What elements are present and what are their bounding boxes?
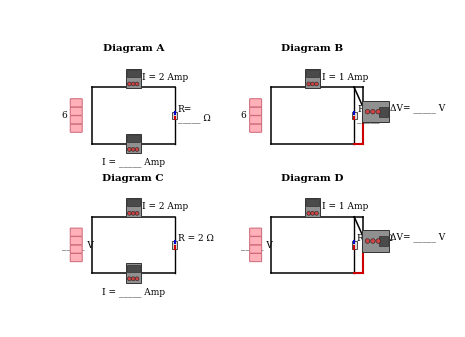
FancyBboxPatch shape [250, 124, 262, 132]
Circle shape [365, 109, 370, 114]
Circle shape [135, 82, 139, 86]
Circle shape [314, 211, 319, 215]
Circle shape [131, 277, 135, 281]
FancyBboxPatch shape [70, 99, 82, 107]
Circle shape [135, 277, 139, 281]
Circle shape [127, 148, 131, 151]
Text: ΔV= _____ V: ΔV= _____ V [390, 103, 445, 113]
Circle shape [307, 211, 311, 215]
Text: 6 V: 6 V [241, 111, 256, 120]
Text: Diagram B: Diagram B [281, 43, 344, 53]
FancyBboxPatch shape [250, 99, 262, 107]
Bar [379, 236, 388, 246]
Circle shape [307, 82, 311, 86]
Bar [126, 70, 140, 77]
Text: _____ V: _____ V [241, 240, 273, 250]
Circle shape [131, 211, 135, 215]
FancyBboxPatch shape [250, 237, 262, 245]
Text: ΔV= _____ V: ΔV= _____ V [390, 232, 445, 242]
Bar [126, 198, 141, 217]
Circle shape [314, 82, 319, 86]
FancyBboxPatch shape [250, 107, 262, 115]
Text: _____ V: _____ V [61, 240, 93, 250]
FancyBboxPatch shape [250, 116, 262, 124]
Bar [306, 70, 319, 77]
Circle shape [311, 211, 314, 215]
Bar [126, 134, 141, 153]
Bar [126, 135, 140, 143]
FancyBboxPatch shape [250, 228, 262, 236]
FancyBboxPatch shape [70, 253, 82, 262]
Circle shape [127, 277, 131, 281]
Bar [126, 265, 140, 272]
FancyBboxPatch shape [70, 124, 82, 132]
Text: Diagram D: Diagram D [281, 174, 344, 183]
Circle shape [131, 148, 135, 151]
Bar [305, 68, 320, 88]
Bar [379, 107, 388, 117]
Circle shape [135, 148, 139, 151]
Text: Diagram A: Diagram A [102, 43, 164, 53]
Bar [306, 199, 319, 206]
Circle shape [376, 109, 380, 114]
Text: R=: R= [357, 105, 372, 114]
Text: Diagram C: Diagram C [102, 174, 164, 183]
Circle shape [311, 82, 314, 86]
Bar [173, 241, 177, 249]
Bar [305, 198, 320, 217]
Bar [126, 68, 141, 88]
Circle shape [127, 82, 131, 86]
FancyBboxPatch shape [70, 107, 82, 115]
Circle shape [371, 109, 375, 114]
Text: I = 2 Amp: I = 2 Amp [142, 73, 189, 82]
Bar [362, 101, 389, 122]
Text: I = 2 Amp: I = 2 Amp [142, 202, 189, 211]
Circle shape [371, 239, 375, 243]
Bar [126, 263, 141, 283]
Text: I = 1 Amp: I = 1 Amp [322, 202, 368, 211]
Text: I = 1 Amp: I = 1 Amp [322, 73, 368, 82]
Bar [352, 241, 357, 249]
FancyBboxPatch shape [70, 228, 82, 236]
Text: R = 2 Ω: R = 2 Ω [357, 234, 393, 243]
Bar [352, 112, 357, 119]
Circle shape [365, 239, 370, 243]
Text: _____ Ω: _____ Ω [178, 114, 211, 123]
Text: _____ Ω: _____ Ω [357, 114, 390, 123]
Text: R = 2 Ω: R = 2 Ω [178, 234, 214, 243]
Bar [126, 199, 140, 206]
FancyBboxPatch shape [70, 116, 82, 124]
FancyBboxPatch shape [250, 245, 262, 253]
FancyBboxPatch shape [70, 237, 82, 245]
Text: 6 V: 6 V [61, 111, 77, 120]
FancyBboxPatch shape [70, 245, 82, 253]
Circle shape [127, 211, 131, 215]
Text: I = _____ Amp: I = _____ Amp [102, 158, 165, 167]
Circle shape [376, 239, 380, 243]
Text: I = _____ Amp: I = _____ Amp [102, 287, 165, 297]
Bar [173, 112, 177, 119]
Text: R=: R= [178, 105, 192, 114]
Circle shape [135, 211, 139, 215]
Circle shape [131, 82, 135, 86]
Bar [362, 230, 389, 252]
FancyBboxPatch shape [250, 253, 262, 262]
